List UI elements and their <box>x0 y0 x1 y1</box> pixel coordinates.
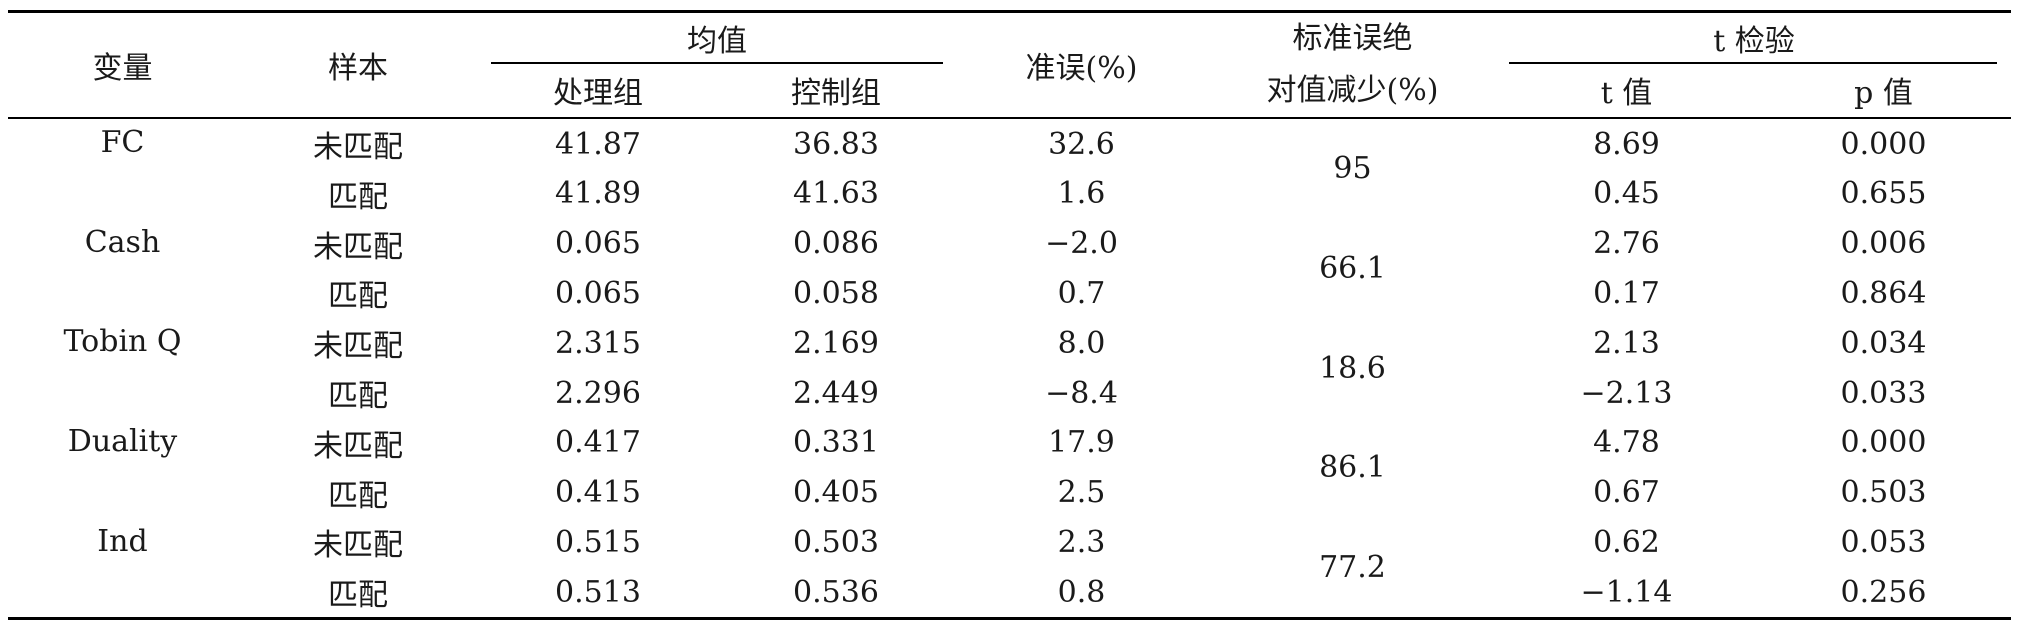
header-ttest: t 检验 <box>1497 12 2011 64</box>
p-value: 0.864 <box>1840 275 1927 311</box>
t-value: −1.14 <box>1580 574 1673 610</box>
sample-label: 匹配 <box>328 578 388 614</box>
control-mean: 0.405 <box>793 475 879 511</box>
treatment-mean: 2.296 <box>555 375 641 411</box>
standardized-bias: 2.3 <box>1057 524 1106 560</box>
treatment-mean: 0.065 <box>555 275 641 311</box>
standardized-bias: 17.9 <box>1048 425 1115 461</box>
control-mean: 36.83 <box>793 126 879 162</box>
t-value: 0.62 <box>1593 524 1660 560</box>
variable-name: Ind <box>97 523 148 559</box>
header-variable: 变量 <box>8 11 237 119</box>
sample-label: 未匹配 <box>313 329 403 365</box>
sample-label: 匹配 <box>328 279 388 315</box>
standardized-bias: 0.8 <box>1057 574 1106 610</box>
header-row-1: 变量 样本 均值 准误(%) 标准误绝 对值减少(%) t 检验 <box>8 11 2011 119</box>
standardized-bias: 0.7 <box>1057 275 1106 311</box>
t-value: 2.76 <box>1593 226 1660 262</box>
t-value: 0.17 <box>1593 275 1660 311</box>
control-mean: 0.058 <box>793 275 879 311</box>
balance-test-table: 变量 样本 均值 准误(%) 标准误绝 对值减少(%) t 检验 处理组 控制组… <box>8 10 2011 620</box>
variable-name: Cash <box>84 224 161 260</box>
table-body: FC 未匹配 41.87 36.83 32.6 95 8.69 0.000 匹配 41.89 41.… <box>8 118 2011 619</box>
control-mean: 0.331 <box>793 425 879 461</box>
header-sample: 样本 <box>237 11 479 119</box>
table-row: Tobin Q 未匹配 2.315 2.169 8.0 18.6 2.13 0.034 <box>8 318 2011 385</box>
t-value: 4.78 <box>1593 425 1660 461</box>
treatment-mean: 0.417 <box>555 425 641 461</box>
p-value: 0.053 <box>1840 524 1927 560</box>
header-mean: 均值 <box>479 12 955 64</box>
p-value: 0.034 <box>1840 325 1927 361</box>
p-value: 0.006 <box>1840 226 1927 262</box>
header-t-value: t 值 <box>1497 63 1756 120</box>
treatment-mean: 0.065 <box>555 226 641 262</box>
sample-label: 未匹配 <box>313 428 403 464</box>
p-value: 0.000 <box>1840 126 1927 162</box>
treatment-mean: 41.89 <box>555 176 641 212</box>
sample-label: 匹配 <box>328 478 388 514</box>
header-bias-reduction-line1: 标准误绝 <box>1292 21 1413 56</box>
standardized-bias: 32.6 <box>1048 126 1115 162</box>
bias-reduction: 66.1 <box>1319 251 1386 287</box>
header-p-value: p 值 <box>1756 63 2011 120</box>
table-row: Duality 未匹配 0.417 0.331 17.9 86.1 4.78 0.000 <box>8 418 2011 485</box>
treatment-mean: 41.87 <box>555 126 641 162</box>
standardized-bias: −2.0 <box>1045 226 1118 262</box>
bias-reduction: 95 <box>1333 151 1372 187</box>
header-control: 控制组 <box>717 63 955 120</box>
p-value: 0.033 <box>1840 375 1927 411</box>
t-value: 0.67 <box>1593 475 1660 511</box>
header-bias-reduction: 标准误绝 对值减少(%) <box>1208 11 1497 119</box>
table-row: Ind 未匹配 0.515 0.503 2.3 77.2 0.62 0.053 <box>8 518 2011 585</box>
standardized-bias: −8.4 <box>1045 375 1118 411</box>
table-row: Cash 未匹配 0.065 0.086 −2.0 66.1 2.76 0.006 <box>8 219 2011 286</box>
p-value: 0.000 <box>1840 425 1927 461</box>
sample-label: 匹配 <box>328 179 388 215</box>
header-bias: 准误(%) <box>955 11 1208 119</box>
treatment-mean: 0.515 <box>555 524 641 560</box>
treatment-mean: 0.415 <box>555 475 641 511</box>
table-row: 匹配 2.296 2.449 −8.4 −2.13 0.033 <box>8 368 2011 418</box>
control-mean: 2.169 <box>793 325 879 361</box>
standardized-bias: 8.0 <box>1057 325 1106 361</box>
t-value: 8.69 <box>1593 126 1660 162</box>
variable-name: FC <box>100 125 145 160</box>
table-row: 匹配 0.065 0.058 0.7 0.17 0.864 <box>8 269 2011 319</box>
header-treatment: 处理组 <box>479 63 717 120</box>
treatment-mean: 2.315 <box>555 325 641 361</box>
header-row-2: 处理组 控制组 t 值 p 值 <box>8 63 2011 120</box>
header-bias-reduction-line2: 对值减少(%) <box>1266 73 1439 108</box>
variable-name: Duality <box>67 423 178 459</box>
t-value: −2.13 <box>1580 375 1673 411</box>
control-mean: 0.503 <box>793 524 879 560</box>
control-mean: 41.63 <box>793 176 879 212</box>
t-value: 2.13 <box>1593 325 1660 361</box>
control-mean: 0.536 <box>793 574 879 610</box>
sample-label: 匹配 <box>328 379 388 415</box>
treatment-mean: 0.513 <box>555 574 641 610</box>
table-row: 匹配 0.513 0.536 0.8 −1.14 0.256 <box>8 567 2011 618</box>
table-header: 变量 样本 均值 准误(%) 标准误绝 对值减少(%) t 检验 处理组 控制组… <box>8 11 2011 120</box>
control-mean: 2.449 <box>793 375 879 411</box>
table-row: 匹配 41.89 41.63 1.6 0.45 0.655 <box>8 169 2011 219</box>
table-row: FC 未匹配 41.87 36.83 32.6 95 8.69 0.000 <box>8 118 2011 186</box>
control-mean: 0.086 <box>793 226 879 262</box>
sample-label: 未匹配 <box>313 528 403 564</box>
table-row: 匹配 0.415 0.405 2.5 0.67 0.503 <box>8 468 2011 518</box>
p-value: 0.256 <box>1840 574 1927 610</box>
standardized-bias: 2.5 <box>1057 475 1106 511</box>
bias-reduction: 77.2 <box>1319 549 1386 585</box>
t-value: 0.45 <box>1593 176 1660 212</box>
standardized-bias: 1.6 <box>1057 176 1106 212</box>
sample-label: 未匹配 <box>313 130 403 165</box>
bias-reduction: 18.6 <box>1319 350 1386 386</box>
variable-name: Tobin Q <box>63 324 182 360</box>
p-value: 0.655 <box>1840 176 1927 212</box>
sample-label: 未匹配 <box>313 229 403 265</box>
bias-reduction: 86.1 <box>1319 450 1386 486</box>
p-value: 0.503 <box>1840 475 1927 511</box>
